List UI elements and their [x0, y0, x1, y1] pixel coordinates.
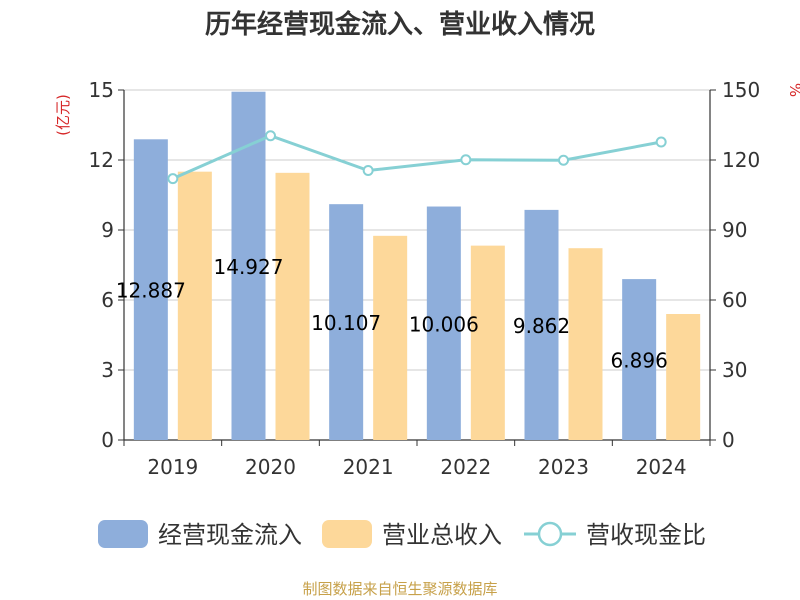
left-axis-tick-label: 12 — [89, 148, 114, 172]
bar-revenue — [666, 314, 701, 440]
line-point — [558, 154, 569, 166]
legend-label: 营业总收入 — [382, 521, 502, 549]
left-axis-tick-label: 3 — [101, 358, 114, 382]
line-ratio — [172, 134, 662, 181]
data-source-note: 制图数据来自恒生聚源数据库 — [302, 580, 498, 598]
legend-swatch-cash-inflow — [98, 520, 148, 548]
legend-marker — [537, 521, 563, 547]
right-axis-unit: % — [786, 83, 800, 97]
legend-label: 营收现金比 — [586, 521, 706, 549]
legend-label: 经营现金流入 — [158, 521, 302, 549]
bar-data-label: 10.107 — [311, 311, 381, 335]
x-axis-tick-label: 2023 — [538, 455, 589, 479]
left-axis-tick-label: 0 — [101, 428, 114, 452]
bar-revenue — [568, 248, 603, 440]
right-axis-tick-label: 150 — [722, 78, 760, 102]
bar-cash-inflow — [524, 209, 559, 440]
x-axis-tick-label: 2024 — [636, 455, 687, 479]
x-axis-tick-label: 2020 — [245, 455, 296, 479]
bar-data-label: 6.896 — [611, 349, 668, 373]
left-axis-unit: (亿元) — [54, 94, 72, 136]
line-point — [167, 173, 179, 185]
left-axis-tick-label: 6 — [101, 288, 114, 312]
right-axis-tick-label: 120 — [722, 148, 760, 172]
x-axis-tick-label: 2022 — [440, 455, 491, 479]
x-axis-tick-label: 2019 — [147, 455, 198, 479]
line-point — [265, 130, 276, 142]
bar-cash-inflow — [133, 139, 168, 440]
left-axis-tick-label: 15 — [89, 78, 114, 102]
line-point — [655, 136, 667, 148]
right-axis-tick-label: 90 — [722, 218, 747, 242]
line-point — [460, 154, 472, 166]
bar-cash-inflow — [426, 206, 461, 440]
bar-cash-inflow — [329, 204, 364, 440]
line-point — [362, 165, 374, 176]
bar-revenue — [373, 235, 408, 440]
legend-swatch-revenue — [322, 520, 372, 548]
chart-title: 历年经营现金流入、营业收入情况 — [204, 10, 595, 40]
right-axis-tick-label: 30 — [722, 358, 747, 382]
bar-data-label: 14.927 — [214, 255, 284, 279]
right-axis-tick-label: 0 — [722, 428, 735, 452]
bar-revenue — [177, 171, 212, 440]
left-axis-tick-label: 9 — [101, 218, 114, 242]
right-axis-tick-label: 60 — [722, 288, 747, 312]
x-axis-tick-label: 2021 — [343, 455, 394, 479]
bar-revenue — [470, 245, 505, 440]
bar-revenue — [275, 172, 310, 441]
bar-data-label: 12.887 — [116, 279, 186, 303]
bar-data-label: 10.006 — [409, 312, 479, 336]
bar-data-label: 9.862 — [513, 314, 570, 338]
bar-cash-inflow — [622, 279, 657, 440]
